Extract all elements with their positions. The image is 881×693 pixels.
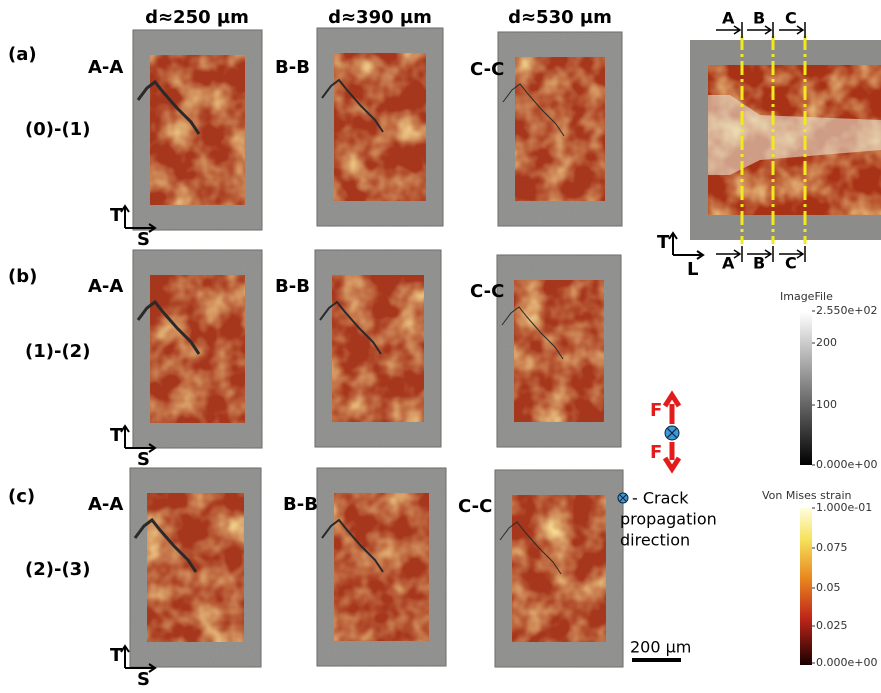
section-image <box>132 29 263 231</box>
label: A-A <box>88 57 123 78</box>
label: A <box>722 9 735 28</box>
axis-arrows <box>120 204 157 233</box>
label: B-B <box>283 494 318 515</box>
crack <box>321 518 384 573</box>
axis-arrows <box>120 644 157 673</box>
label: C <box>785 254 797 273</box>
label: ImageFile <box>780 290 833 303</box>
section-image <box>497 31 623 227</box>
label: direction <box>620 531 690 550</box>
crack <box>133 517 198 573</box>
label: F <box>650 442 662 463</box>
strain-texture <box>334 493 429 641</box>
content: d≈250 µm d≈390 µm d≈530 µm (a) (0)-(1) A-A B-B… <box>8 7 881 690</box>
label: A <box>722 254 735 273</box>
label: T <box>657 232 670 253</box>
colorbar <box>800 312 812 465</box>
section-image <box>132 249 263 449</box>
label: 2.550e+02 <box>816 304 877 317</box>
label: S <box>137 669 150 690</box>
label: 0.000e+00 <box>816 458 877 471</box>
label: B-B <box>275 276 310 297</box>
label: d≈390 µm <box>328 7 432 28</box>
crack <box>136 79 201 135</box>
strain-texture <box>514 280 604 422</box>
label: A-A <box>88 494 123 515</box>
label: C <box>785 9 797 28</box>
label: C-C <box>470 59 504 80</box>
label: 100 <box>816 398 837 411</box>
section-image <box>494 469 624 668</box>
label: 0.000e+00 <box>816 656 877 669</box>
label: (0)-(1) <box>25 119 90 140</box>
section-arrow <box>747 22 774 262</box>
section-image <box>496 254 622 448</box>
label: (c) <box>8 486 35 507</box>
section-image <box>316 467 447 667</box>
notch <box>708 95 881 175</box>
label: (2)-(3) <box>25 559 90 580</box>
label: 200 <box>816 336 837 349</box>
label: F <box>650 400 662 421</box>
label: (b) <box>8 266 37 287</box>
section-image <box>314 249 442 448</box>
label: B <box>753 254 765 273</box>
force-up <box>662 390 682 424</box>
label: 0.075 <box>816 541 848 554</box>
cross <box>667 428 677 438</box>
crack <box>319 300 382 355</box>
label: 200 µm <box>630 638 691 657</box>
crack <box>321 78 384 133</box>
label: (a) <box>8 44 37 65</box>
label: B-B <box>275 57 310 78</box>
label: 0.025 <box>816 619 848 632</box>
force-down <box>662 442 682 474</box>
strain-texture <box>147 493 244 642</box>
label: 0.05 <box>816 581 841 594</box>
strain-texture <box>515 57 605 201</box>
overview-image <box>690 22 881 262</box>
crack <box>501 306 564 360</box>
axis-arrows <box>120 424 157 453</box>
label: d≈530 µm <box>508 7 612 28</box>
label: L <box>687 259 698 280</box>
crack <box>136 299 201 355</box>
strain-texture <box>512 495 606 642</box>
crack <box>499 521 562 575</box>
label: 1.000e-01 <box>816 501 872 514</box>
crack <box>502 83 565 137</box>
section-image <box>129 467 262 668</box>
strain-texture <box>150 275 245 423</box>
cross <box>619 494 627 502</box>
label: B <box>753 9 765 28</box>
label: (1)-(2) <box>25 341 90 362</box>
section-arrow <box>716 22 743 262</box>
label: S <box>137 229 150 250</box>
section-image <box>316 27 444 227</box>
label: - Crack <box>632 489 689 508</box>
label: T <box>110 425 123 446</box>
section-arrow <box>779 22 806 262</box>
label: C-C <box>470 281 504 302</box>
label: T <box>110 205 123 226</box>
colorbar <box>800 508 812 665</box>
label: C-C <box>458 496 492 517</box>
label: T <box>110 645 123 666</box>
label: A-A <box>88 276 123 297</box>
label: d≈250 µm <box>145 7 249 28</box>
label: S <box>137 449 150 470</box>
axis-arrows <box>668 231 705 260</box>
label: Von Mises strain <box>762 489 852 502</box>
label: propagation <box>620 510 717 529</box>
